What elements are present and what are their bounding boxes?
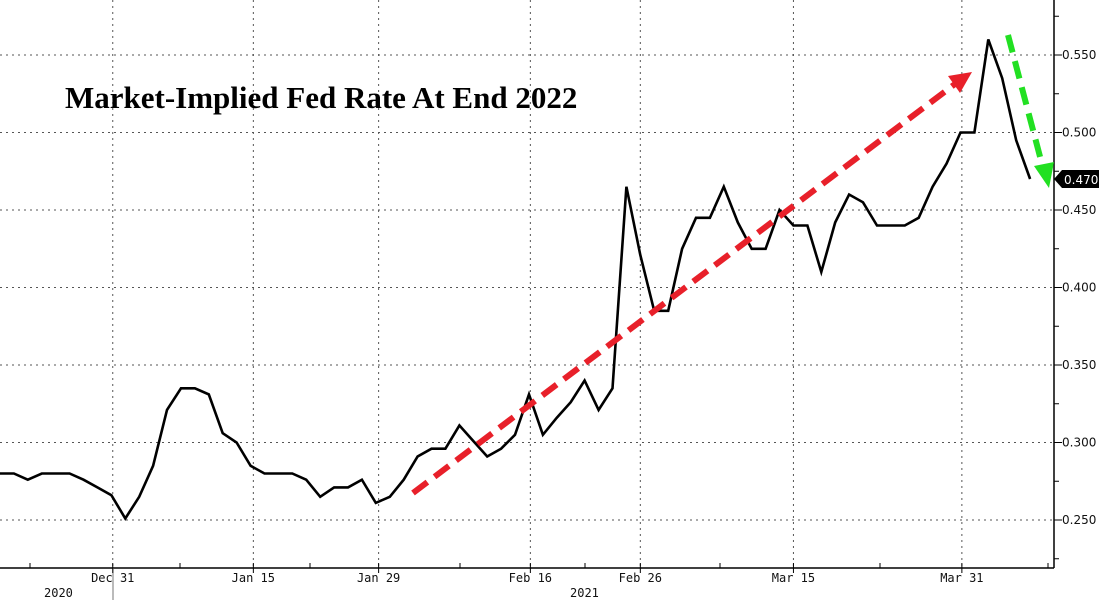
y-tick-label: 0.450 <box>1062 203 1096 217</box>
x-tick-label: Mar 15 <box>772 571 815 585</box>
chart-title: Market-Implied Fed Rate At End 2022 <box>65 80 578 115</box>
x-tick-label: Dec 31 <box>91 571 134 585</box>
x-tick-label: Feb 26 <box>619 571 662 585</box>
reversal-arrow <box>1005 34 1054 188</box>
y-axis-ticks: 0.250 0.300 0.350 0.400 0.450 0.500 0.550 <box>1054 15 1096 560</box>
y-tick-label: 0.500 <box>1062 126 1096 140</box>
y-tick-label: 0.550 <box>1062 48 1096 62</box>
year-label-2020: 2020 <box>44 586 73 600</box>
uptrend-arrow <box>411 72 972 496</box>
gridlines <box>0 0 1054 568</box>
x-tick-label: Jan 29 <box>357 571 400 585</box>
last-value-label: 0.470 <box>1064 173 1098 187</box>
x-tick-label: Mar 31 <box>940 571 983 585</box>
y-tick-label: 0.400 <box>1062 281 1096 295</box>
x-axis-ticks: Dec 31 Jan 15 Jan 29 Feb 16 Feb 26 Mar 15 Mar … <box>29 563 1049 585</box>
last-value-badge: 0.470 <box>1054 170 1099 188</box>
axes <box>0 0 1055 600</box>
x-tick-label: Feb 16 <box>509 571 552 585</box>
series-group <box>0 39 1032 521</box>
y-tick-label: 0.250 <box>1062 513 1096 527</box>
year-label-2021: 2021 <box>570 586 599 600</box>
y-tick-label: 0.300 <box>1062 436 1096 450</box>
y-tick-label: 0.350 <box>1062 358 1096 372</box>
x-tick-label: Jan 15 <box>232 571 275 585</box>
